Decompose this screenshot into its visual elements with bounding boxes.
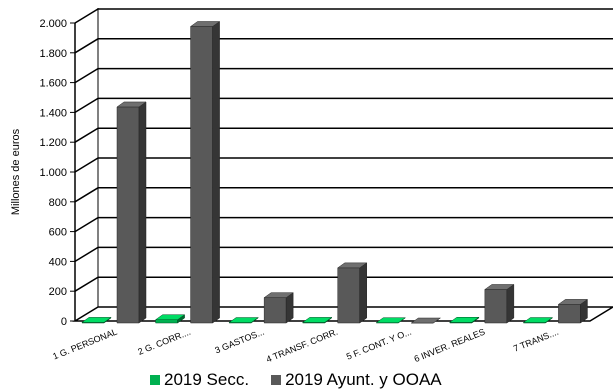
bar-2-7 xyxy=(557,298,589,324)
bar-1-5 xyxy=(375,317,407,324)
bar-2-5 xyxy=(410,317,442,324)
y-tick-label: 800 xyxy=(49,197,67,209)
bar-1-3 xyxy=(228,317,259,324)
bar-1-6 xyxy=(449,316,480,324)
category-label: 2 G. CORR.... xyxy=(136,327,192,357)
y-tick-label: 0 xyxy=(61,316,67,328)
bar-1-4 xyxy=(301,316,333,324)
legend-label-series-1: 2019 Secc. xyxy=(164,370,250,389)
bar-1-2 xyxy=(154,314,186,324)
legend-item-series-1: 2019 Secc. xyxy=(150,370,249,390)
category-label: 4 TRANSF. CORR. xyxy=(265,327,340,365)
y-axis-label: Millones de euros xyxy=(10,128,22,215)
y-tick-label: 400 xyxy=(49,256,67,268)
y-tick-labels: 0 200 400 600 800 1.000 1.200 1.400 1.600 1.800 2.… xyxy=(39,18,75,328)
legend-item-series-2: 2019 Ayunt. y OOAA xyxy=(271,370,442,390)
category-labels: 1 G. PERSONAL 2 G. CORR.... 3 GASTOS... 4 T… xyxy=(51,327,560,365)
bar-1-7 xyxy=(522,317,554,324)
y-tick-label: 600 xyxy=(49,227,67,239)
bar-2-2 xyxy=(189,21,221,324)
legend-swatch-series-1 xyxy=(150,375,160,385)
bar-1-1 xyxy=(81,316,112,324)
y-tick-label: 1.000 xyxy=(39,167,67,179)
bar-2-3 xyxy=(263,292,294,324)
bar-2-6 xyxy=(484,283,515,324)
bars xyxy=(81,21,589,324)
y-tick-label: 1.400 xyxy=(39,107,67,119)
category-label: 7 TRANS.... xyxy=(512,327,560,354)
legend-label-series-2: 2019 Ayunt. y OOAA xyxy=(285,370,442,389)
category-label: 6 INVER. REALES xyxy=(413,327,487,365)
bar-2-4 xyxy=(336,262,368,324)
y-tick-label: 1.800 xyxy=(39,48,67,60)
legend: 2019 Secc. 2019 Ayunt. y OOAA xyxy=(150,370,442,390)
bar-2-1 xyxy=(116,101,147,324)
y-tick-label: 2.000 xyxy=(39,18,67,30)
y-tick-label: 1.600 xyxy=(39,78,67,90)
category-label: 1 G. PERSONAL xyxy=(51,327,118,362)
legend-swatch-series-2 xyxy=(271,375,282,385)
y-tick-label: 1.200 xyxy=(39,137,67,149)
category-label: 5 F. CONT. Y O... xyxy=(345,327,413,362)
y-tick-label: 200 xyxy=(49,286,67,298)
category-label: 3 GASTOS... xyxy=(213,327,265,356)
